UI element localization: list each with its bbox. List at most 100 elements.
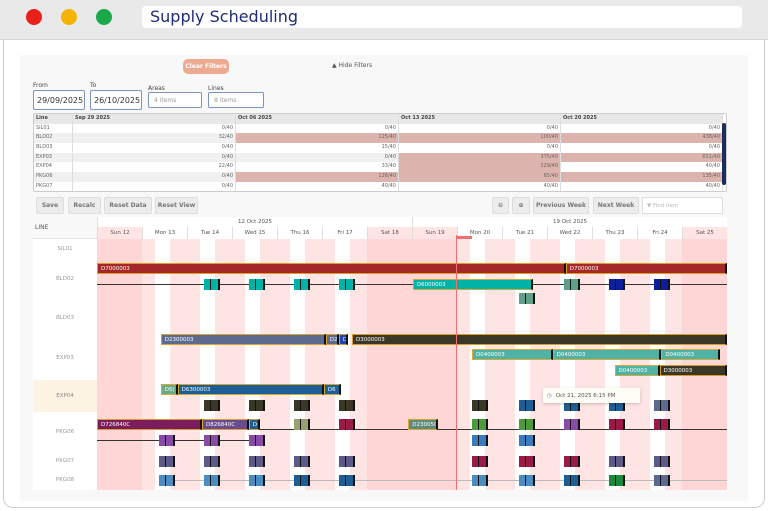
task-block[interactable] [338,475,355,486]
to-date-input[interactable]: 26/10/2025 [90,90,142,110]
task-block[interactable] [653,400,670,411]
task-block[interactable] [338,419,355,430]
task-block[interactable] [293,475,310,486]
zoom-in-button[interactable]: ⊕ [512,197,530,214]
task-block[interactable] [472,419,488,430]
table-row: EXP03 0/40 0/40 375/40 651/40 [34,152,723,163]
capacity-cell: 0/40 [73,181,236,191]
task-block[interactable] [518,293,535,304]
task-block[interactable] [158,435,175,446]
task-block[interactable] [293,400,310,411]
task-block[interactable] [563,400,580,411]
task-block[interactable] [248,456,265,467]
task-block[interactable] [608,475,625,486]
task-block[interactable] [203,435,220,446]
task-bar[interactable]: D2 [325,334,339,345]
task-block[interactable] [563,279,580,290]
task-block[interactable] [608,279,625,290]
previous-week-button[interactable]: Previous Week [533,197,589,214]
maximize-window-button[interactable] [96,9,112,25]
task-block[interactable] [653,419,670,430]
task-block[interactable] [338,456,355,467]
clear-filters-button[interactable]: Clear Filters [183,59,229,74]
task-block[interactable] [203,475,220,486]
from-date-value: 29/09/2025 [37,96,84,105]
task-bar[interactable]: D [338,334,349,345]
reset-data-button[interactable]: Reset Data [104,197,152,214]
task-block[interactable] [608,419,625,430]
task-bar[interactable]: D7000003 [97,263,566,274]
task-bar[interactable]: D6300003 [177,384,324,395]
capacity-cell: 100/40 [399,133,561,143]
task-block[interactable] [248,400,265,411]
task-block[interactable] [248,475,265,486]
task-block[interactable] [518,435,535,446]
task-block[interactable] [472,400,488,411]
task-block[interactable] [472,435,488,446]
hide-filters-toggle[interactable]: ▲ Hide Filters [332,62,373,69]
task-block[interactable] [248,279,265,290]
save-button[interactable]: Save [36,197,64,214]
task-block[interactable] [518,400,535,411]
task-block[interactable] [248,435,265,446]
next-week-button[interactable]: Next Week [593,197,639,214]
capacity-cell: 135/40 [561,172,723,182]
task-bar[interactable]: D3000003 [659,365,727,376]
task-block[interactable] [608,400,625,411]
task-block[interactable] [338,400,355,411]
task-block[interactable] [293,279,310,290]
task-bar[interactable]: D230050C [408,419,439,430]
from-date-input[interactable]: 29/09/2025 [33,90,85,110]
current-time-marker [456,235,457,490]
capacity-cell: 0/40 [73,123,236,133]
task-bar[interactable]: D0400003 [472,349,553,360]
task-block[interactable] [472,456,488,467]
task-block[interactable] [203,456,220,467]
task-block[interactable] [293,419,310,430]
task-block[interactable] [158,456,175,467]
task-block[interactable] [608,456,625,467]
task-bar[interactable]: D0400003 [614,365,660,376]
areas-select[interactable]: 4 items [148,92,202,108]
table-scrollbar[interactable] [722,123,726,185]
shift-background [335,239,350,490]
task-block[interactable] [338,279,355,290]
table-row: EXP04 22/40 33/40 129/40 40/40 [34,162,723,172]
reset-view-button[interactable]: Reset View [155,197,198,214]
task-block[interactable] [518,475,535,486]
task-bar[interactable]: D726840C [97,419,202,430]
task-block[interactable] [293,456,310,467]
task-block[interactable] [563,456,580,467]
task-bar[interactable]: D2300003 [160,334,326,345]
tooltip-text: Oct 21, 2025 6:15 PM [555,392,616,399]
task-bar[interactable]: D3000003 [352,334,727,345]
task-bar[interactable]: D6 [323,384,341,395]
task-bar[interactable]: D0400003 [552,349,662,360]
task-block[interactable] [472,475,488,486]
task-block[interactable] [518,419,535,430]
zoom-out-button[interactable]: ⊖ [492,197,509,214]
task-block[interactable] [653,456,670,467]
task-block[interactable] [158,475,175,486]
task-bar[interactable]: D826840C [202,419,249,430]
task-block[interactable] [563,419,580,430]
task-bar[interactable]: D [248,419,261,430]
task-bar[interactable]: D0400003 [661,349,720,360]
recalc-button[interactable]: Recalc [68,197,101,214]
task-block[interactable] [653,475,670,486]
minimize-window-button[interactable] [61,9,77,25]
lines-select[interactable]: 8 items [208,92,264,108]
task-bar[interactable]: D7000003 [565,263,727,274]
shift-background [560,239,575,490]
task-block[interactable] [563,475,580,486]
task-block[interactable] [203,279,220,290]
task-block[interactable] [203,400,220,411]
task-block[interactable] [518,456,535,467]
task-block[interactable] [653,279,670,290]
capacity-cell: 125/40 [236,133,399,143]
capacity-cell: 0/40 [73,172,236,182]
task-bar[interactable]: D6000003 [412,279,533,290]
find-item-input[interactable]: ▼ Find item [642,197,723,214]
task-bar[interactable]: D5( [160,384,178,395]
close-window-button[interactable] [26,9,42,25]
